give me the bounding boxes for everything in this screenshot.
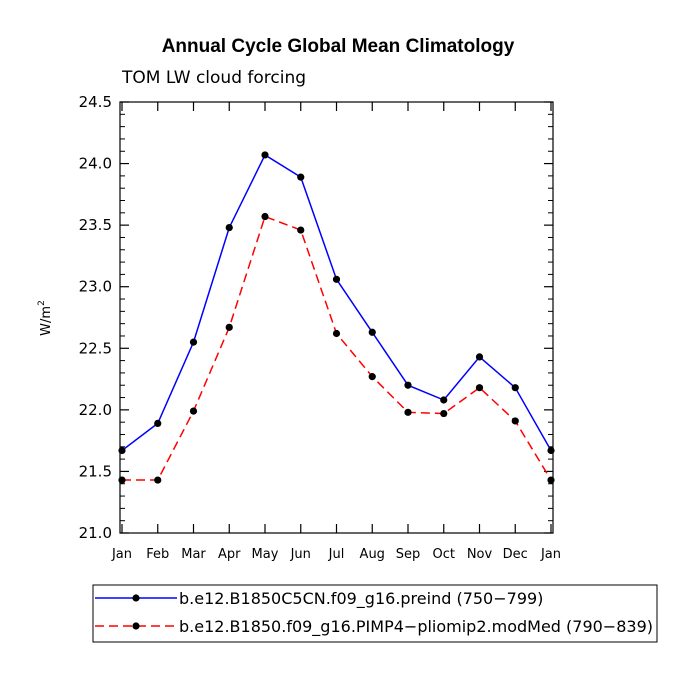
data-point [332, 329, 341, 338]
data-point [261, 212, 269, 221]
y-tick-label: 22.0 [79, 401, 112, 419]
x-axis: Jan Feb Mar Apr May Jun Jul Aug Sep Oct Nov Dec Jan [111, 102, 561, 562]
legend-box [92, 584, 658, 643]
legend-label: b.e12.B1850C5CN.f09_g16.preind (750−799) [179, 589, 543, 609]
legend-entry-2: b.e12.B1850.f09_g16.PIMP4−pliomip2.modMe… [95, 617, 653, 637]
series-2 [118, 212, 555, 484]
y-tick-label: 23.0 [79, 278, 112, 296]
y-tick-label: 21.0 [79, 524, 112, 542]
legend-items: b.e12.B1850C5CN.f09_g16.preind (750−799)… [95, 589, 653, 637]
series-line [121, 153, 552, 452]
data-point [261, 151, 269, 159]
y-axis-label-unit: W/m [39, 306, 54, 336]
data-point [118, 446, 126, 455]
x-tick-label: Sep [396, 547, 421, 562]
data-point [440, 396, 448, 404]
x-tick-label: Oct [433, 547, 455, 562]
data-point [154, 476, 162, 484]
data-point [475, 384, 484, 392]
series-line [122, 215, 552, 481]
legend-marker [132, 622, 140, 630]
y-axis-label: W/m2 [37, 300, 54, 336]
legend: b.e12.B1850C5CN.f09_g16.preind (750−799)… [92, 584, 658, 643]
y-tick-label: 23.5 [79, 216, 112, 234]
data-point [368, 328, 376, 336]
y-tick-label: 24.0 [79, 155, 112, 173]
data-point [332, 275, 341, 283]
x-tick-label: Mar [181, 547, 206, 562]
y-axis: 21.0 21.5 22.0 22.5 23.0 23.5 24.0 24.5 [79, 93, 553, 542]
x-tick-label: Dec [503, 547, 528, 562]
chart-subtitle: TOM LW cloud forcing [121, 68, 306, 88]
x-tick-label: Aug [360, 547, 385, 562]
data-point [225, 224, 233, 232]
legend-label: b.e12.B1850.f09_g16.PIMP4−pliomip2.modMe… [179, 617, 653, 637]
data-point [547, 446, 555, 455]
legend-entry-1: b.e12.B1850C5CN.f09_g16.preind (750−799) [95, 589, 543, 609]
plot-frame [119, 101, 554, 534]
x-tick-label: Jan [540, 547, 561, 562]
x-tick-label: Feb [146, 547, 169, 562]
series-layer [118, 151, 555, 484]
data-point [404, 408, 412, 416]
x-tick-label: Apr [218, 547, 241, 562]
data-point [511, 384, 519, 392]
data-point [440, 409, 448, 418]
data-point [189, 407, 198, 415]
y-axis-label-exponent: 2 [37, 300, 47, 306]
data-point [154, 419, 162, 428]
data-point [368, 373, 376, 381]
y-tick-label: 24.5 [79, 93, 112, 111]
data-point [547, 476, 555, 484]
chart-title: Annual Cycle Global Mean Climatology [162, 36, 515, 57]
series-1 [118, 151, 555, 455]
x-tick-label: Jun [290, 547, 311, 562]
data-point [511, 417, 519, 425]
y-tick-label: 21.5 [79, 462, 112, 480]
x-tick-label: Jul [328, 547, 345, 562]
y-tick-label: 22.5 [79, 339, 112, 357]
plot-area: 21.0 21.5 22.0 22.5 23.0 23.5 24.0 24.5 Jan Feb M… [79, 93, 561, 562]
x-tick-label: May [252, 547, 279, 562]
data-point [189, 338, 198, 346]
data-point [297, 226, 305, 234]
data-point [297, 173, 305, 181]
data-point [475, 353, 484, 361]
x-tick-label: Jan [111, 547, 132, 562]
data-point [404, 381, 412, 389]
legend-marker [132, 594, 140, 602]
data-point [118, 476, 126, 484]
x-tick-label: Nov [467, 547, 493, 562]
data-point [225, 323, 233, 331]
